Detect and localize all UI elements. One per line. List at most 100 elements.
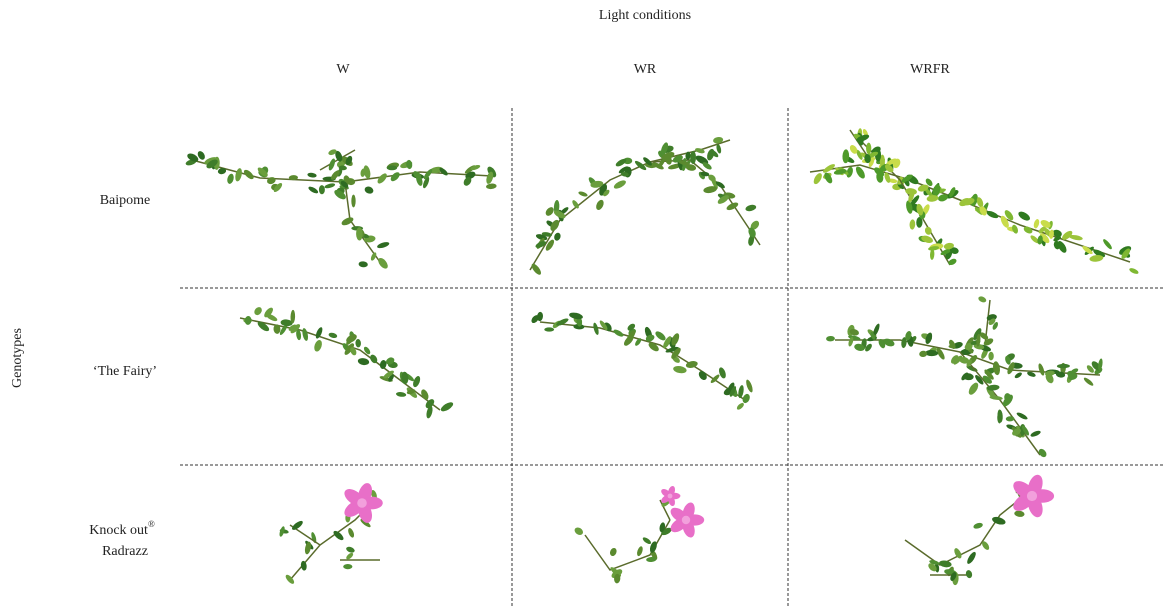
- leaf: [307, 185, 319, 194]
- leaf: [1128, 267, 1139, 275]
- leaf: [420, 388, 430, 401]
- leaf: [573, 526, 584, 537]
- leaf: [973, 522, 984, 530]
- leaf: [636, 546, 644, 557]
- leaf: [379, 359, 387, 369]
- leaf: [654, 330, 667, 342]
- plant-stem: [905, 495, 1025, 565]
- leaf: [612, 328, 624, 338]
- leaf: [812, 172, 823, 186]
- leaf: [362, 165, 371, 180]
- leaf: [745, 379, 754, 393]
- leaf: [673, 365, 688, 374]
- row-label: Baipome: [100, 193, 151, 208]
- leaf: [595, 199, 606, 212]
- leaf: [826, 336, 835, 342]
- leaf: [355, 339, 361, 348]
- plant-stem: [810, 165, 1130, 262]
- leaf: [530, 262, 543, 276]
- leaf: [592, 322, 599, 335]
- leaf: [977, 295, 987, 303]
- leaf: [304, 541, 312, 555]
- leaf: [324, 182, 336, 189]
- leaf: [967, 381, 980, 396]
- column-label: W: [336, 62, 350, 77]
- leaf: [1017, 210, 1032, 223]
- leaf: [578, 190, 589, 197]
- flower-center: [1027, 491, 1037, 501]
- leaf: [965, 569, 973, 578]
- leaf: [357, 357, 369, 365]
- flower-center: [682, 516, 690, 524]
- leaf: [340, 216, 354, 227]
- leaf: [1102, 238, 1113, 250]
- plant-stem: [240, 318, 440, 410]
- leaf: [866, 143, 871, 155]
- leaf: [1014, 371, 1023, 379]
- row-label: ‘The Fairy’: [93, 364, 157, 379]
- leaf: [307, 172, 317, 178]
- leaf: [1057, 364, 1070, 369]
- leaf: [376, 256, 389, 270]
- leaf: [613, 179, 628, 191]
- row-axis-label: Genotypes: [10, 328, 25, 388]
- leaf: [343, 564, 352, 569]
- leaf: [1016, 411, 1029, 420]
- leaf: [1083, 376, 1095, 387]
- leaf: [988, 352, 994, 361]
- leaf: [439, 400, 454, 413]
- row-label: Knock out®: [89, 519, 155, 538]
- page: Light conditions W WR WRFR Genotypes Bai…: [0, 0, 1164, 606]
- leaf: [1033, 218, 1040, 229]
- plant-stem: [540, 322, 745, 400]
- plant-stem: [960, 352, 1040, 455]
- leaf: [690, 151, 696, 164]
- plant-photos: [185, 128, 1139, 585]
- row-label-superscript: ®: [148, 519, 155, 529]
- leaf: [1030, 429, 1042, 437]
- leaf: [553, 232, 562, 242]
- leaf: [347, 527, 355, 538]
- leaf: [364, 185, 375, 195]
- leaf: [544, 238, 556, 252]
- column-label: WRFR: [910, 62, 950, 77]
- leaf: [389, 171, 401, 183]
- leaf: [253, 306, 264, 317]
- figure: Light conditions W WR WRFR Genotypes Bai…: [0, 0, 1164, 606]
- column-label: WR: [634, 62, 657, 77]
- leaf: [544, 206, 555, 218]
- leaf: [301, 328, 309, 342]
- leaf: [319, 185, 325, 194]
- leaf: [609, 547, 618, 557]
- leaf: [544, 327, 554, 331]
- leaf: [854, 165, 867, 180]
- leaf: [718, 366, 728, 379]
- leaf: [406, 160, 413, 170]
- leaf: [939, 560, 953, 569]
- leaf: [909, 219, 915, 230]
- leaf: [736, 402, 745, 411]
- leaf: [745, 204, 757, 213]
- leaf: [345, 552, 354, 561]
- leaf: [1037, 363, 1045, 376]
- leaf: [920, 234, 934, 244]
- row-label: Radrazz: [102, 544, 148, 559]
- leaf: [1014, 510, 1025, 517]
- row-label-part: Knock out: [89, 523, 148, 538]
- leaf: [992, 361, 1001, 376]
- leaf: [376, 241, 390, 249]
- leaf: [697, 369, 708, 381]
- leaf: [642, 536, 652, 545]
- figure-title: Light conditions: [599, 8, 691, 23]
- leaf: [412, 375, 422, 388]
- leaf: [313, 339, 323, 353]
- flower-center: [357, 498, 367, 508]
- leaf: [396, 391, 407, 397]
- leaf: [486, 183, 497, 189]
- flower-center: [668, 494, 673, 499]
- leaf: [376, 172, 389, 185]
- plant-stem: [585, 520, 670, 570]
- leaf: [345, 546, 355, 554]
- leaf: [244, 316, 251, 325]
- leaf: [226, 173, 235, 185]
